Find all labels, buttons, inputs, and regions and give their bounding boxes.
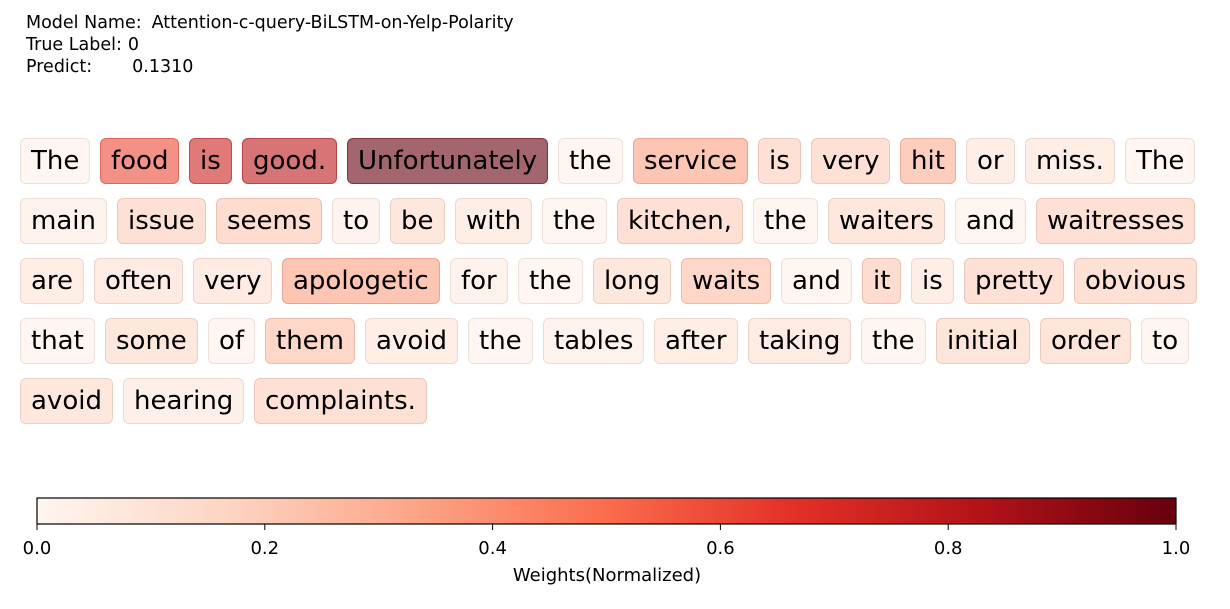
predict-label: Predict: (26, 57, 93, 77)
token-box: and (955, 198, 1026, 244)
token-box: are (20, 258, 85, 304)
token-box: order (1040, 318, 1132, 364)
token-box: to (332, 198, 381, 244)
token-box: often (94, 258, 184, 304)
token-box: pretty (964, 258, 1065, 304)
colorbar-tick-label: 0.6 (706, 538, 735, 559)
predict-row: Predict: 0.1310 (26, 56, 514, 78)
token-box: issue (117, 198, 206, 244)
token-box: avoid (365, 318, 458, 364)
colorbar: 0.0 0.2 0.4 0.6 0.8 1.0 (23, 497, 1191, 559)
true-label-value: 0 (127, 35, 139, 55)
token-box: and (781, 258, 852, 304)
token-box: main (20, 198, 107, 244)
colorbar-tick-label: 0.0 (23, 538, 52, 559)
token-box: the (753, 198, 818, 244)
token-box: waits (681, 258, 772, 304)
token-box: hit (900, 138, 956, 184)
token-box: obvious (1074, 258, 1197, 304)
token-box: Unfortunately (347, 138, 549, 184)
token-box: very (193, 258, 273, 304)
model-name-row: Model Name: Attention-c-query-BiLSTM-on-Y… (26, 12, 514, 34)
token-box: good. (242, 138, 338, 184)
token-box: seems (216, 198, 323, 244)
token-box: the (861, 318, 926, 364)
token-box: waitresses (1036, 198, 1196, 244)
colorbar-ticks: 0.0 0.2 0.4 0.6 0.8 1.0 (23, 524, 1191, 559)
true-label-label: True Label: (26, 35, 122, 55)
token-box: very (811, 138, 891, 184)
token-box: it (862, 258, 902, 304)
colorbar-gradient (36, 497, 1177, 525)
token-box: miss. (1025, 138, 1115, 184)
token-box: long (593, 258, 672, 304)
token-box: that (20, 318, 95, 364)
attention-token-area: The food is good. Unfortunately the service is v… (20, 138, 1197, 424)
token-box: complaints. (254, 378, 427, 424)
model-name-value: Attention-c-query-BiLSTM-on-Yelp-Polarit… (151, 13, 514, 33)
token-box: food (100, 138, 180, 184)
model-name-label: Model Name: (26, 13, 142, 33)
token-box: is (758, 138, 801, 184)
colorbar-label: Weights(Normalized) (512, 565, 702, 586)
prediction-info: Model Name: Attention-c-query-BiLSTM-on-Y… (26, 12, 514, 78)
token-box: them (265, 318, 355, 364)
colorbar-tick-label: 0.4 (478, 538, 507, 559)
token-box: the (558, 138, 623, 184)
token-box: to (1141, 318, 1190, 364)
token-box: is (189, 138, 232, 184)
token-box: is (911, 258, 954, 304)
token-box: the (518, 258, 583, 304)
token-box: be (390, 198, 445, 244)
token-box: hearing (123, 378, 245, 424)
colorbar-tick-label: 1.0 (1162, 538, 1191, 559)
token-box: The (20, 138, 91, 184)
token-box: initial (936, 318, 1030, 364)
token-box: the (542, 198, 607, 244)
token-box: of (208, 318, 256, 364)
token-box: kitchen, (617, 198, 743, 244)
token-box: The (1125, 138, 1196, 184)
token-box: service (633, 138, 749, 184)
colorbar-tick-label: 0.2 (250, 538, 279, 559)
colorbar-tick-label: 0.8 (934, 538, 963, 559)
predict-value: 0.1310 (132, 57, 194, 77)
token-box: the (468, 318, 533, 364)
token-box: some (105, 318, 198, 364)
token-box: after (654, 318, 738, 364)
token-box: tables (543, 318, 645, 364)
true-label-row: True Label: 0 (26, 34, 514, 56)
token-box: waiters (828, 198, 945, 244)
token-box: or (966, 138, 1015, 184)
token-box: taking (748, 318, 852, 364)
token-box: with (455, 198, 533, 244)
token-box: for (450, 258, 508, 304)
token-box: avoid (20, 378, 113, 424)
token-box: apologetic (282, 258, 440, 304)
